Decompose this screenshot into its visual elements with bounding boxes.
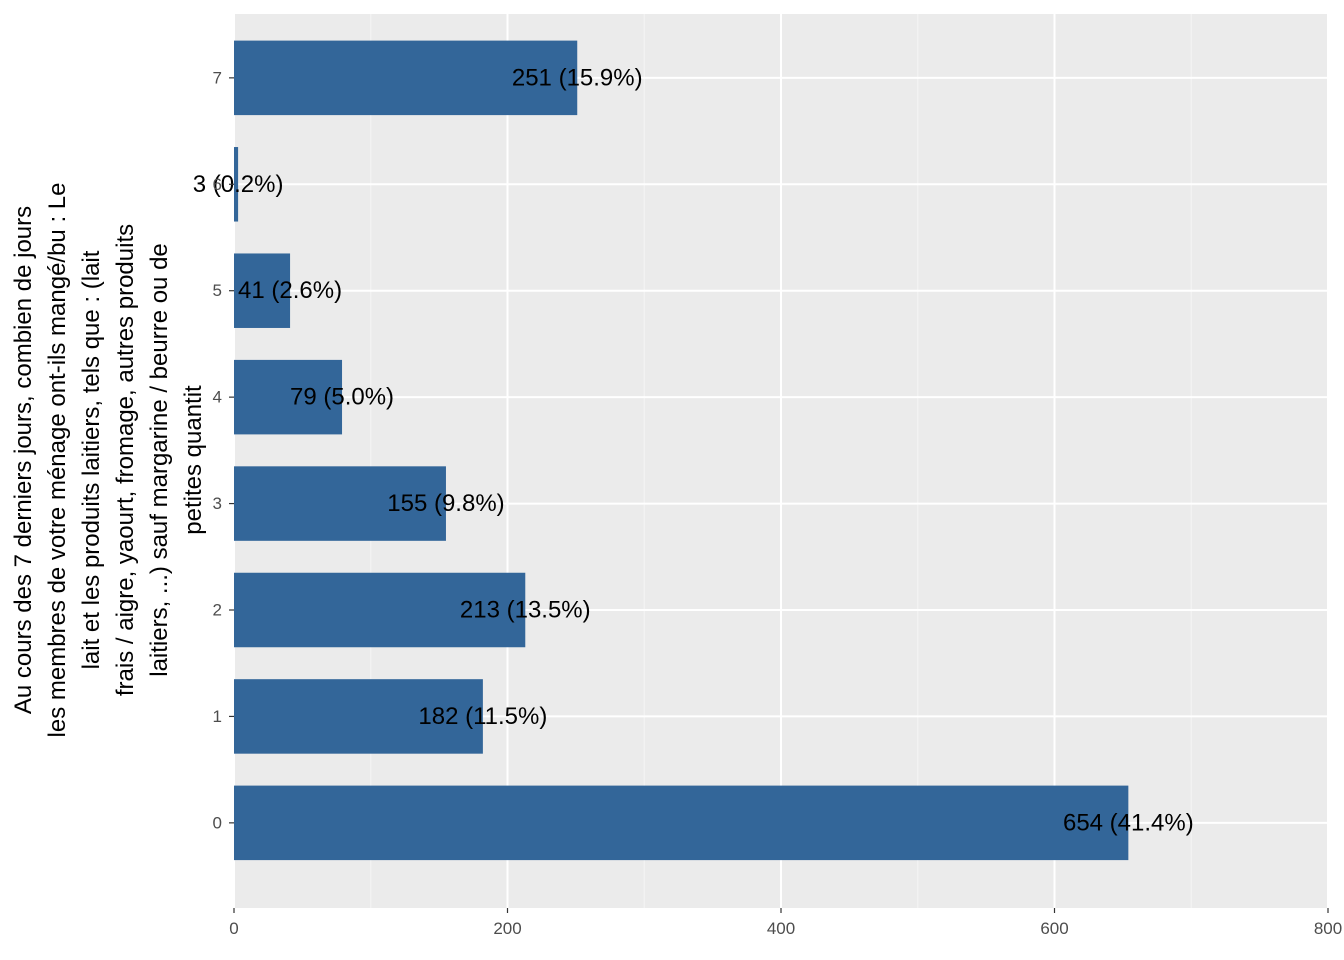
- bar-label-6: 3 (0.2%): [193, 171, 284, 198]
- y-axis-title-line: les membres de votre ménage ont-ils mang…: [44, 183, 71, 738]
- y-axis-title-line: petites quantit: [180, 385, 207, 535]
- y-tick-label: 2: [213, 601, 222, 620]
- x-tick-label: 800: [1314, 919, 1342, 938]
- bar-value-labels: 654 (41.4%) 182 (11.5%) 213 (13.5%) 155 (9.…: [193, 64, 1194, 836]
- y-tick-label: 6: [213, 175, 222, 194]
- y-tick-label: 4: [213, 388, 222, 407]
- bar-5: [234, 253, 291, 328]
- bar-3: [234, 466, 446, 541]
- bar-label-0: 654 (41.4%): [1063, 809, 1194, 836]
- y-axis-title-line: Au cours des 7 derniers jours, combien d…: [10, 206, 37, 714]
- bars: [234, 40, 1129, 861]
- bar-6: [234, 147, 239, 222]
- y-tick-label: 1: [213, 707, 222, 726]
- x-axis-ticks: 0 200 400 600 800: [229, 908, 1342, 938]
- bar-label-5: 41 (2.6%): [238, 277, 342, 304]
- y-axis-ticks: 0 1 2 3 4 5 6 7: [213, 68, 234, 832]
- x-tick-label: 0: [229, 919, 238, 938]
- y-axis-title: Au cours des 7 derniers jours, combien d…: [10, 183, 207, 738]
- x-tick-label: 200: [493, 919, 521, 938]
- x-tick-label: 400: [767, 919, 795, 938]
- y-axis-title-line: lait et les produits laitiers, tels que …: [78, 250, 105, 669]
- bar-0: [234, 785, 1129, 861]
- bar-label-1: 182 (11.5%): [418, 703, 547, 730]
- bar-label-3: 155 (9.8%): [387, 490, 504, 517]
- bar-label-2: 213 (13.5%): [460, 597, 591, 624]
- bar-label-4: 79 (5.0%): [290, 384, 394, 411]
- y-tick-label: 3: [213, 494, 222, 513]
- y-axis-title-line: laitiers, ...) sauf margarine / beurre o…: [146, 243, 173, 677]
- bar-label-7: 251 (15.9%): [512, 64, 643, 91]
- y-tick-label: 7: [213, 68, 222, 87]
- y-tick-label: 0: [213, 813, 222, 832]
- bar-7: [234, 40, 578, 116]
- y-tick-label: 5: [213, 281, 222, 300]
- bar-2: [234, 572, 526, 648]
- x-tick-label: 600: [1040, 919, 1068, 938]
- bar-4: [234, 359, 343, 435]
- bar-1: [234, 679, 483, 754]
- y-axis-title-line: frais / aigre, yaourt, fromage, autres p…: [112, 224, 139, 696]
